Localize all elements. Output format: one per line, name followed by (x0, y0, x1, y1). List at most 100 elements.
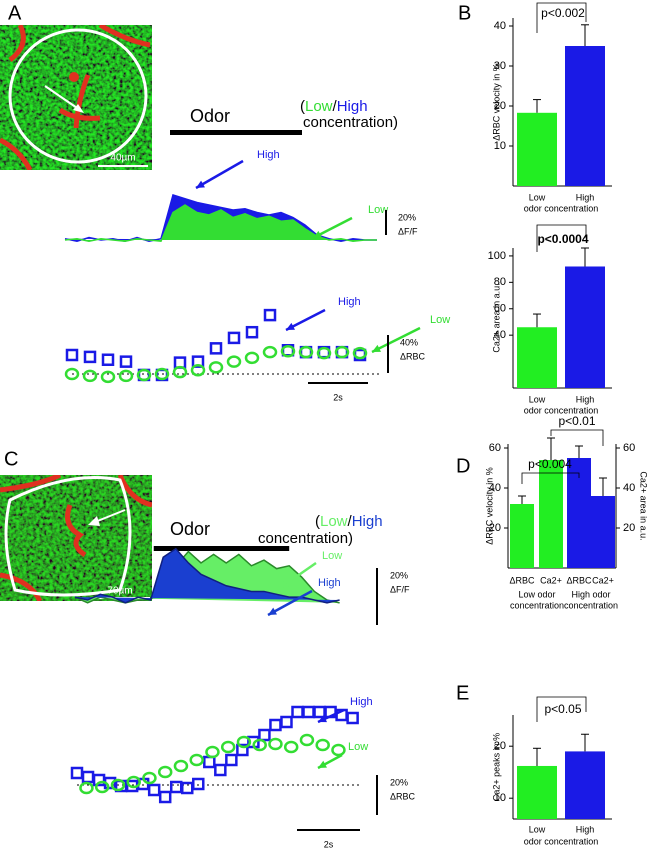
group-label: concentration (510, 600, 564, 610)
y2-tick-label: 20 (623, 522, 635, 534)
marker (173, 759, 189, 773)
note: (Low/High (315, 513, 383, 530)
marker (298, 345, 314, 359)
group-label: concentration (564, 600, 618, 610)
marker (220, 740, 236, 754)
arrow-head (318, 760, 327, 768)
marker (352, 346, 368, 360)
group-label: High odor (571, 589, 610, 599)
trace (74, 547, 340, 604)
marker (192, 777, 205, 791)
marker (236, 743, 249, 757)
y2-tick-label: 40 (623, 482, 635, 494)
bar (565, 46, 605, 186)
micrograph-c: 70µm (0, 475, 152, 601)
series-label: Low (368, 204, 388, 216)
y2-axis-label: Ca2+ area in a.u. (639, 471, 649, 540)
scale-unit: ΔF/F (390, 584, 410, 594)
stimulus-bar (153, 546, 290, 551)
y-tick-label: 20 (494, 100, 506, 112)
marker (64, 367, 80, 381)
y-tick-label: 30 (494, 60, 506, 72)
stimulus-bar (170, 130, 302, 135)
significance-bracket (536, 2, 587, 33)
x-tick-label: Ca2+ (540, 575, 562, 585)
marker (81, 770, 95, 784)
note-part: / (348, 513, 353, 530)
bar (517, 112, 557, 186)
panel-label: A (8, 2, 22, 24)
arrow-head (318, 715, 327, 723)
marker (118, 369, 134, 383)
y-tick-label: 40 (494, 20, 506, 32)
note-part: ( (300, 98, 305, 115)
marker (258, 728, 271, 742)
significance-label: p<0.01 (558, 414, 595, 428)
stimulus-label: Odor (170, 519, 210, 539)
series-label: High (257, 149, 280, 161)
marker (245, 325, 259, 339)
significance-label: p<0.0004 (537, 232, 588, 246)
marker (244, 351, 260, 365)
marker (110, 778, 126, 792)
series-label: Low (322, 550, 342, 562)
x-tick-label: Low (529, 192, 546, 202)
marker (299, 733, 315, 747)
x-axis-label: odor concentration (524, 405, 599, 415)
arrow (195, 159, 244, 190)
note-part: Low (305, 98, 333, 115)
x-tick-label: Low (529, 394, 546, 404)
marker (79, 781, 94, 795)
scale-unit: ΔRBC (400, 351, 426, 361)
significance-bracket (521, 472, 580, 484)
x-tick-label: Ca2+ (592, 575, 614, 585)
marker (65, 348, 79, 362)
marker (334, 345, 350, 359)
x-axis-label: odor concentration (524, 836, 599, 846)
marker (100, 370, 116, 384)
x-axis-label: odor concentration (524, 203, 599, 213)
marker (94, 780, 110, 794)
y-axis-label: Ca2+ area in a.u. (491, 283, 501, 352)
panel-label: C (4, 448, 18, 470)
marker (316, 346, 332, 360)
marker (252, 738, 267, 752)
marker (283, 740, 299, 754)
marker (225, 753, 238, 767)
series-label: High (318, 577, 341, 589)
scale-unit: ΔF/F (398, 226, 418, 236)
marker (158, 790, 172, 804)
marker (119, 355, 133, 368)
marker (70, 766, 84, 780)
significance-bracket (536, 224, 587, 252)
marker (169, 780, 183, 794)
trace (64, 204, 377, 243)
series-label: Low (430, 314, 450, 326)
marker (101, 353, 115, 366)
series-label: High (338, 296, 361, 308)
marker (313, 705, 326, 719)
marker (236, 735, 252, 749)
y-tick-label: 60 (489, 442, 501, 454)
arrow-head (280, 580, 289, 588)
x-tick-label: High (576, 394, 595, 404)
marker (214, 763, 227, 777)
stimulus-label: Odor (190, 106, 230, 126)
marker (302, 705, 315, 719)
marker (227, 331, 241, 345)
group-label: Low odor (518, 589, 555, 599)
scale-label: 20% (398, 212, 416, 222)
y-axis-label: ΔRBC velocity in % (491, 63, 501, 141)
arrow (371, 326, 421, 354)
marker (142, 771, 157, 785)
marker (269, 718, 282, 732)
arrow-head (286, 322, 295, 330)
marker (83, 350, 97, 364)
micrograph-a: 40µm (0, 25, 152, 170)
marker (291, 705, 304, 719)
panel-label: B (458, 2, 471, 24)
marker (191, 355, 205, 368)
y2-tick-label: 60 (623, 442, 635, 454)
panel-label: D (456, 455, 470, 477)
